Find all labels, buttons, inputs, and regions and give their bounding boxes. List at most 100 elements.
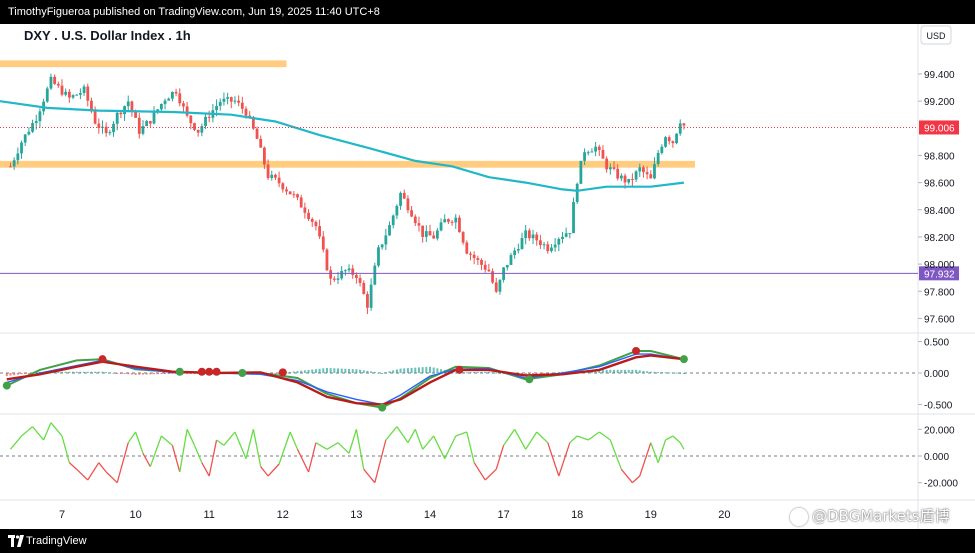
macd-histogram-bar: [79, 371, 82, 373]
osc-segment: [355, 429, 365, 470]
macd-histogram-bar: [491, 372, 494, 374]
candle-body: [564, 233, 568, 237]
macd-histogram-bar: [543, 373, 546, 374]
candle-body: [233, 100, 237, 102]
macd-histogram-bar: [325, 367, 328, 373]
macd-histogram-bar: [366, 370, 369, 373]
resistance-support-zones: [0, 60, 695, 168]
grid: [0, 24, 975, 529]
candle-body: [38, 111, 42, 122]
macd-histogram-bar: [186, 373, 189, 374]
macd-histogram-bar: [682, 373, 685, 374]
candle-body: [675, 133, 678, 144]
candle-body: [45, 88, 49, 102]
osc-segment: [61, 435, 70, 463]
osc-segment: [396, 426, 409, 444]
candle-body: [255, 128, 259, 139]
candle-body: [454, 217, 458, 223]
macd-histogram-bar: [24, 373, 27, 374]
chart-title: DXY . U.S. Dollar Index . 1h: [24, 28, 191, 43]
macd-cross-dot: [632, 346, 641, 355]
chart-area[interactable]: 97.932 99.006 99.400 99.200 98.800 98.600 98.…: [0, 24, 975, 529]
macd-histogram-bar: [344, 368, 347, 373]
time-axis: 7 10 11 12 13 14 17 18 19 20: [59, 509, 731, 521]
macd-histogram-bar: [395, 369, 398, 373]
candle-body: [413, 216, 417, 224]
macd-histogram-bar: [410, 367, 413, 373]
osc-segment: [414, 429, 424, 450]
osc-segment: [105, 471, 118, 484]
macd-histogram-bar: [171, 373, 174, 374]
candle-body: [193, 123, 196, 130]
time-tick-label: 10: [129, 509, 141, 521]
macd-cross-dot: [378, 403, 387, 412]
price-tick-label: 99.200: [924, 97, 955, 108]
candle-body: [112, 123, 115, 133]
candle-body: [656, 152, 660, 164]
candle-body: [222, 98, 226, 102]
macd-histogram-bar: [403, 368, 406, 373]
osc-segment: [179, 429, 188, 473]
macd-histogram-bar: [377, 372, 380, 374]
osc-segment: [422, 435, 435, 450]
macd-histogram-bar: [498, 372, 501, 374]
candle-body: [329, 270, 333, 279]
macd-cross-dot: [455, 365, 464, 374]
currency-button[interactable]: USD: [920, 25, 952, 45]
macd-histogram-bar: [421, 367, 424, 373]
macd-histogram-bar: [314, 369, 317, 373]
macd-histogram-bar: [97, 371, 100, 373]
candle-body: [505, 264, 509, 268]
macd-histogram-bar: [340, 368, 343, 373]
macd-signal-line: [6, 354, 685, 406]
osc-segment: [296, 449, 310, 473]
macd-histogram-bar: [635, 369, 638, 373]
price-tick-label: 98.000: [924, 260, 955, 271]
macd-histogram-bar: [86, 371, 89, 373]
candle-body: [134, 111, 137, 118]
candle-body: [130, 101, 134, 112]
candle-body: [380, 244, 384, 248]
candle-body: [141, 126, 145, 134]
candle-body: [126, 101, 130, 107]
macd-histogram-bar: [175, 373, 178, 374]
osc-segment: [547, 442, 560, 477]
macd-histogram-bar: [679, 372, 682, 374]
candle-body: [406, 198, 410, 211]
osc-segment: [252, 429, 262, 467]
macd-histogram-bar: [9, 373, 12, 376]
macd-histogram-bar: [370, 371, 373, 373]
macd-tick-label: -0.500: [924, 400, 953, 411]
tradingview-brand: TradingView: [26, 535, 87, 547]
osc-segment: [201, 462, 210, 477]
candle-body: [16, 153, 20, 161]
candle-body: [531, 234, 535, 239]
macd-histogram-bar: [134, 373, 137, 375]
candle-body: [682, 123, 686, 126]
macd-histogram-bar: [484, 371, 487, 373]
candle-body: [266, 164, 270, 178]
osc-segment: [672, 435, 681, 444]
macd-histogram-bar: [13, 373, 16, 376]
macd-histogram-bar: [406, 368, 409, 373]
candle-body: [299, 197, 303, 208]
macd-histogram-bar: [657, 372, 660, 374]
candle-body: [597, 146, 601, 150]
candle-body: [509, 255, 513, 265]
osc-segment: [525, 431, 538, 450]
candle-body: [185, 106, 189, 116]
candle-body: [424, 231, 428, 237]
macd-histogram-bar: [601, 369, 604, 373]
macd-histogram-bar: [631, 369, 634, 373]
macd-histogram-bar: [646, 371, 649, 373]
osc-segment: [223, 431, 236, 446]
candle-body: [244, 108, 248, 116]
candle-body: [159, 103, 163, 110]
osc-segment: [245, 429, 254, 459]
macd-histogram-bar: [454, 372, 457, 374]
price-tick-label: 98.200: [924, 233, 955, 244]
watermark-icon: [790, 507, 808, 526]
last-price-bg: [919, 120, 959, 135]
time-tick-label: 20: [718, 509, 730, 521]
macd-histogram-bar: [105, 372, 108, 374]
